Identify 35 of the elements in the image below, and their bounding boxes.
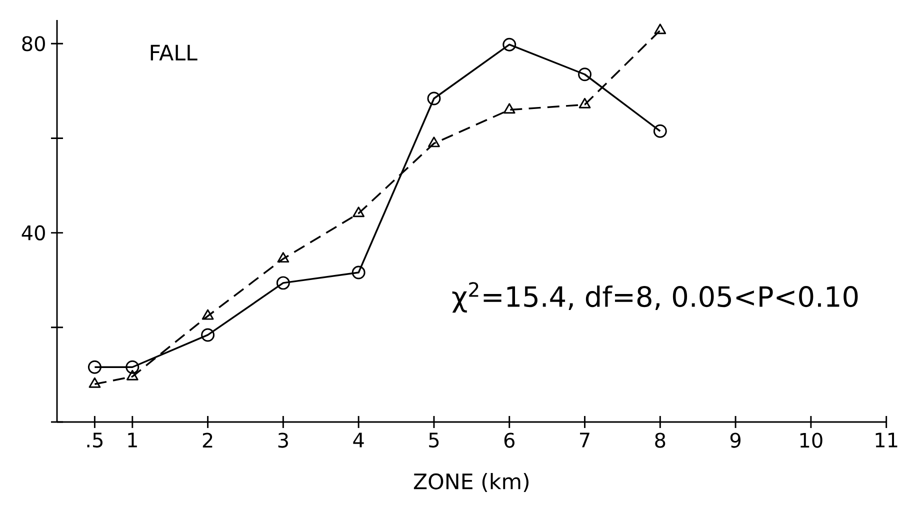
x-axis-title: ZONE (km) [414, 472, 528, 492]
point [427, 92, 441, 106]
x-tick-label: 6 [504, 432, 514, 448]
point [578, 98, 591, 108]
point [654, 24, 666, 34]
point [578, 68, 592, 82]
x-tick-label: 10 [800, 432, 822, 448]
point [277, 252, 290, 263]
x-tick-label: 11 [876, 432, 898, 448]
x-tick-label: 3 [278, 432, 288, 448]
point [503, 103, 516, 114]
x-tick-label: 2 [202, 432, 212, 448]
point [352, 266, 366, 280]
y-tick-label: 80 [22, 36, 45, 52]
point [88, 377, 101, 388]
point [428, 136, 440, 148]
x-tick-label: 8 [655, 432, 666, 448]
point [352, 206, 365, 218]
x-tick-label: 5 [429, 432, 439, 448]
annotation: χ$^{2}$=15.4, df=8, 0.05<P<0.10 [452, 282, 858, 313]
text: FALL [150, 44, 198, 60]
point [202, 309, 214, 320]
point [88, 360, 102, 374]
point [201, 328, 215, 342]
x-tick-label: 4 [353, 432, 364, 448]
point [276, 276, 290, 290]
point [502, 38, 516, 52]
x-tick-label: 1 [128, 432, 137, 448]
x-tick-label: 7 [580, 432, 590, 448]
point [126, 360, 140, 374]
y-tick-label: 40 [22, 225, 45, 240]
x-tick-label: 9 [730, 432, 740, 448]
point [653, 124, 667, 138]
x-tick-label: .5 [87, 432, 102, 448]
point [126, 370, 138, 380]
